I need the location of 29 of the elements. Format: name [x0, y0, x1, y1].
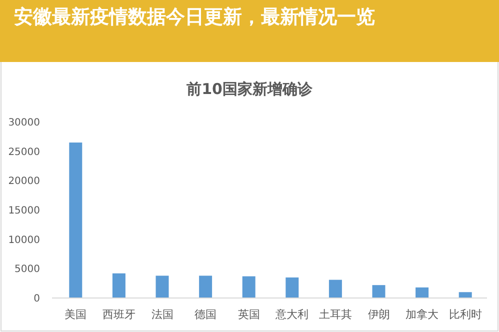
y-tick-label: 5000 — [14, 264, 40, 276]
x-tick-label: 意大利 — [274, 308, 309, 321]
bar — [112, 273, 126, 298]
y-tick-label: 15000 — [8, 206, 40, 216]
bar — [199, 276, 212, 298]
y-tick-label: 0 — [34, 294, 40, 304]
bar — [328, 280, 342, 298]
bar — [286, 277, 299, 298]
x-tick-label: 西班牙 — [102, 308, 136, 321]
bar — [69, 142, 82, 298]
chart-title: 前10国家新增确诊 — [186, 80, 314, 98]
y-tick-label: 10000 — [8, 234, 40, 246]
y-tick-label: 25000 — [8, 146, 40, 158]
bar — [416, 287, 429, 298]
x-tick-label: 德国 — [194, 308, 217, 321]
x-tick-label: 伊朗 — [368, 308, 390, 321]
bar — [242, 276, 256, 298]
text: 安徽最新疫情数据今日更新，最新情况一览 — [14, 6, 375, 28]
y-tick-label: 30000 — [8, 118, 40, 128]
x-tick-label: 法国 — [151, 308, 174, 321]
x-tick-label: 土耳其 — [318, 308, 352, 321]
x-tick-label: 比利时 — [448, 308, 482, 321]
bar — [458, 292, 472, 298]
x-tick-label: 美国 — [64, 308, 87, 321]
y-tick-label: 20000 — [8, 176, 40, 188]
x-tick-label: 英国 — [238, 308, 260, 321]
bar — [372, 285, 386, 298]
x-tick-label: 加拿大 — [406, 308, 439, 321]
bar — [156, 276, 169, 298]
